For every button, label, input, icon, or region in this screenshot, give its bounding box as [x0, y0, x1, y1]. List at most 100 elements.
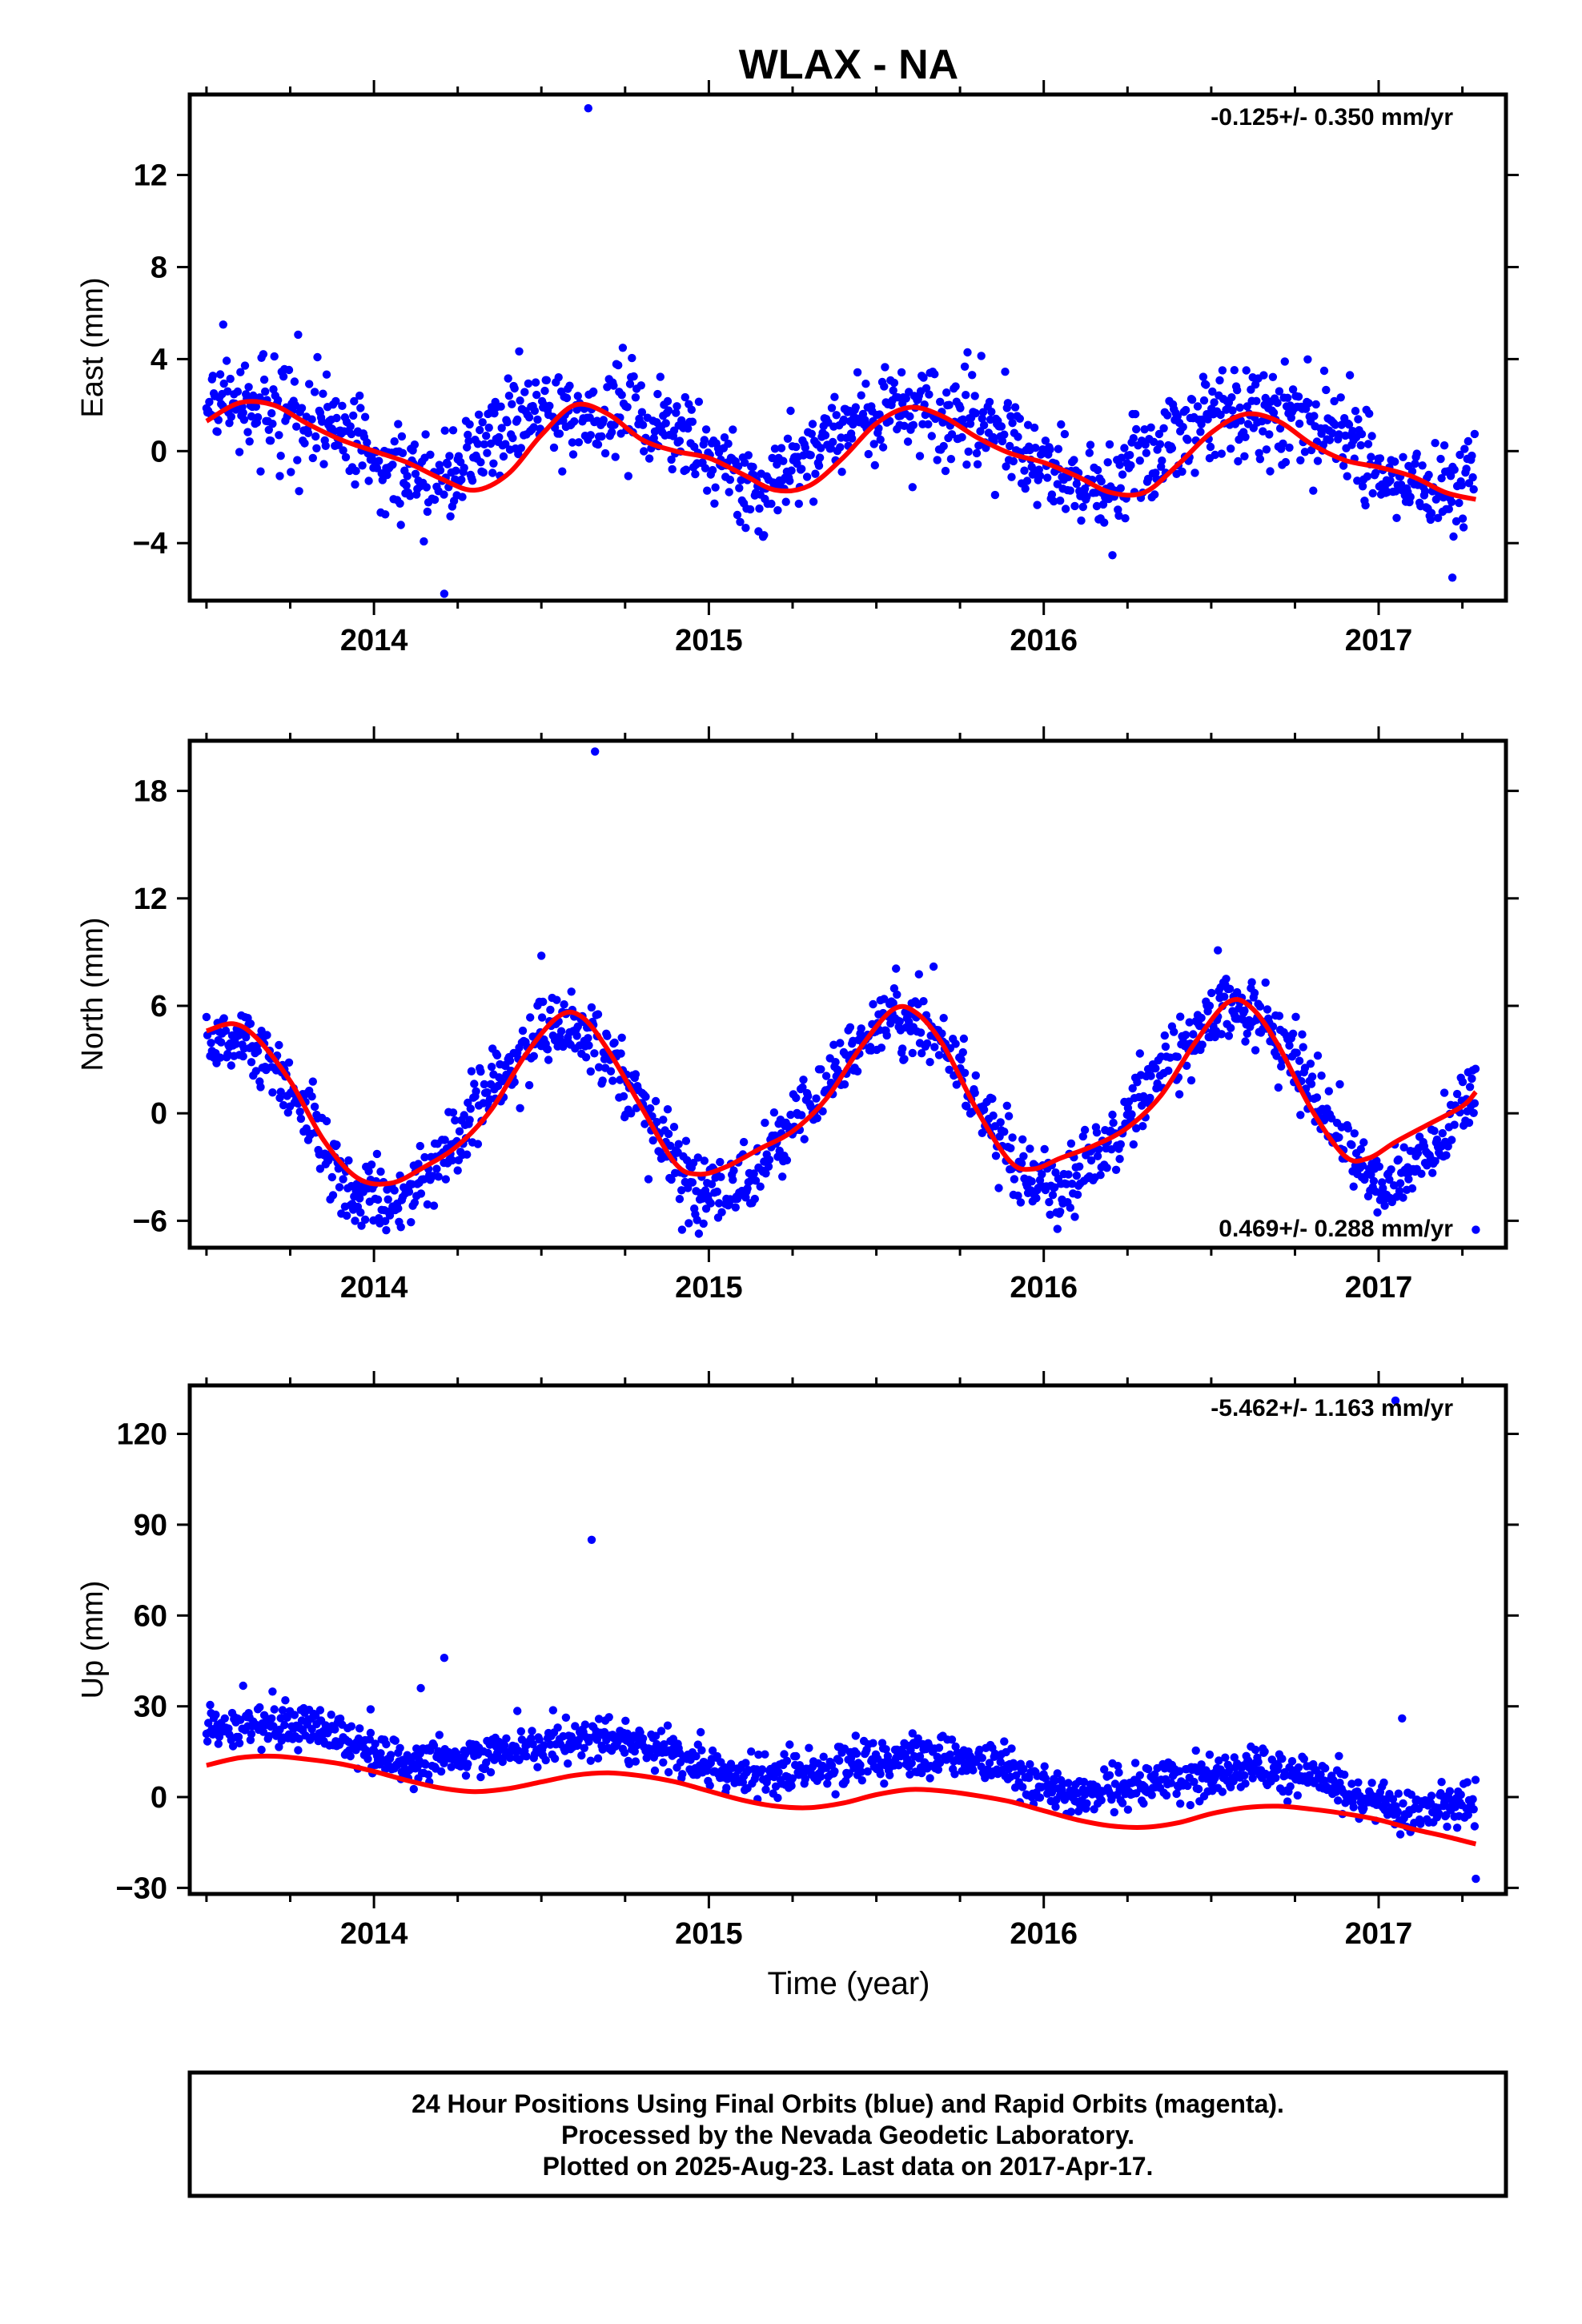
data-point — [761, 1785, 770, 1794]
data-point — [1075, 1162, 1084, 1171]
data-point — [598, 1076, 607, 1085]
data-point — [1181, 1031, 1191, 1039]
data-point — [861, 380, 870, 388]
data-point — [1006, 1144, 1015, 1153]
data-point — [958, 1047, 968, 1057]
data-point — [1178, 423, 1187, 432]
data-point — [410, 1198, 420, 1208]
data-point — [307, 415, 316, 424]
data-point — [978, 1128, 987, 1138]
data-point — [1030, 423, 1039, 432]
data-point — [1310, 412, 1319, 420]
data-point — [300, 439, 309, 448]
data-point — [1251, 1745, 1260, 1755]
data-point — [1236, 416, 1246, 425]
data-point — [1114, 1768, 1123, 1777]
data-point — [479, 468, 488, 477]
data-point — [1135, 1049, 1145, 1058]
data-point — [1041, 1774, 1050, 1783]
data-point — [296, 1114, 306, 1124]
data-point — [1456, 450, 1464, 460]
data-point — [617, 391, 626, 400]
data-point — [1335, 430, 1343, 439]
data-point — [804, 1092, 813, 1100]
data-point — [275, 1040, 283, 1050]
data-point — [327, 1172, 336, 1182]
data-point — [1444, 505, 1454, 513]
data-point — [883, 1751, 893, 1760]
data-point — [545, 401, 554, 410]
data-point — [338, 401, 347, 410]
data-point — [1102, 1164, 1111, 1172]
data-point — [1285, 443, 1294, 452]
data-point — [972, 448, 982, 458]
data-point — [656, 372, 665, 381]
data-point — [561, 1713, 571, 1722]
data-point — [1262, 445, 1271, 454]
data-point — [960, 362, 970, 371]
data-point — [283, 1713, 291, 1722]
data-point — [1367, 1170, 1375, 1180]
data-point — [970, 1088, 979, 1098]
data-point — [381, 1216, 390, 1226]
data-point — [1045, 1197, 1054, 1207]
data-point — [322, 370, 331, 379]
data-point — [1266, 467, 1275, 476]
data-point — [416, 1141, 424, 1151]
data-point — [946, 455, 956, 464]
data-point — [667, 455, 676, 464]
data-point — [1395, 1179, 1405, 1188]
data-point — [1235, 403, 1244, 412]
data-point — [991, 1152, 1001, 1160]
data-point — [478, 418, 487, 427]
data-point — [693, 1216, 701, 1224]
data-point — [267, 408, 276, 418]
data-point — [540, 1741, 548, 1750]
data-point — [1050, 1183, 1059, 1192]
data-point — [1163, 411, 1172, 420]
data-point — [664, 406, 673, 415]
data-point — [436, 1767, 446, 1776]
data-point — [327, 1711, 335, 1719]
data-point — [497, 424, 506, 432]
data-point — [881, 363, 889, 372]
data-point — [831, 1790, 840, 1799]
data-point — [565, 381, 574, 390]
data-point — [484, 423, 493, 432]
data-point — [710, 499, 719, 508]
data-point — [1050, 1776, 1059, 1785]
data-point — [1035, 1793, 1045, 1802]
data-point — [942, 388, 951, 397]
data-point — [836, 1039, 845, 1047]
data-point — [513, 1707, 522, 1715]
data-point — [1369, 1176, 1379, 1186]
data-point — [1105, 1771, 1114, 1779]
data-point — [1085, 448, 1094, 457]
data-point — [839, 415, 849, 424]
data-point — [253, 1047, 263, 1055]
data-point — [351, 1216, 359, 1225]
data-point — [741, 458, 749, 467]
data-point — [1162, 1791, 1171, 1800]
data-point — [713, 1187, 721, 1196]
data-point — [1313, 1051, 1323, 1060]
data-point — [1133, 1078, 1142, 1087]
data-point — [290, 1711, 299, 1719]
data-point — [1019, 1152, 1028, 1161]
data-point — [851, 403, 861, 412]
data-point — [524, 413, 534, 422]
data-point — [985, 397, 994, 407]
data-point — [544, 1055, 553, 1064]
y-tick-label: −30 — [116, 1872, 167, 1905]
data-point — [409, 1784, 418, 1794]
data-point — [708, 1746, 717, 1755]
data-point — [623, 403, 632, 412]
data-point — [1265, 430, 1274, 439]
data-point — [341, 452, 351, 462]
data-point — [1309, 486, 1318, 495]
data-point — [1193, 402, 1203, 411]
data-point — [1243, 1029, 1252, 1038]
data-point — [717, 1172, 725, 1181]
data-point — [447, 1763, 456, 1771]
data-point — [1291, 1012, 1300, 1022]
